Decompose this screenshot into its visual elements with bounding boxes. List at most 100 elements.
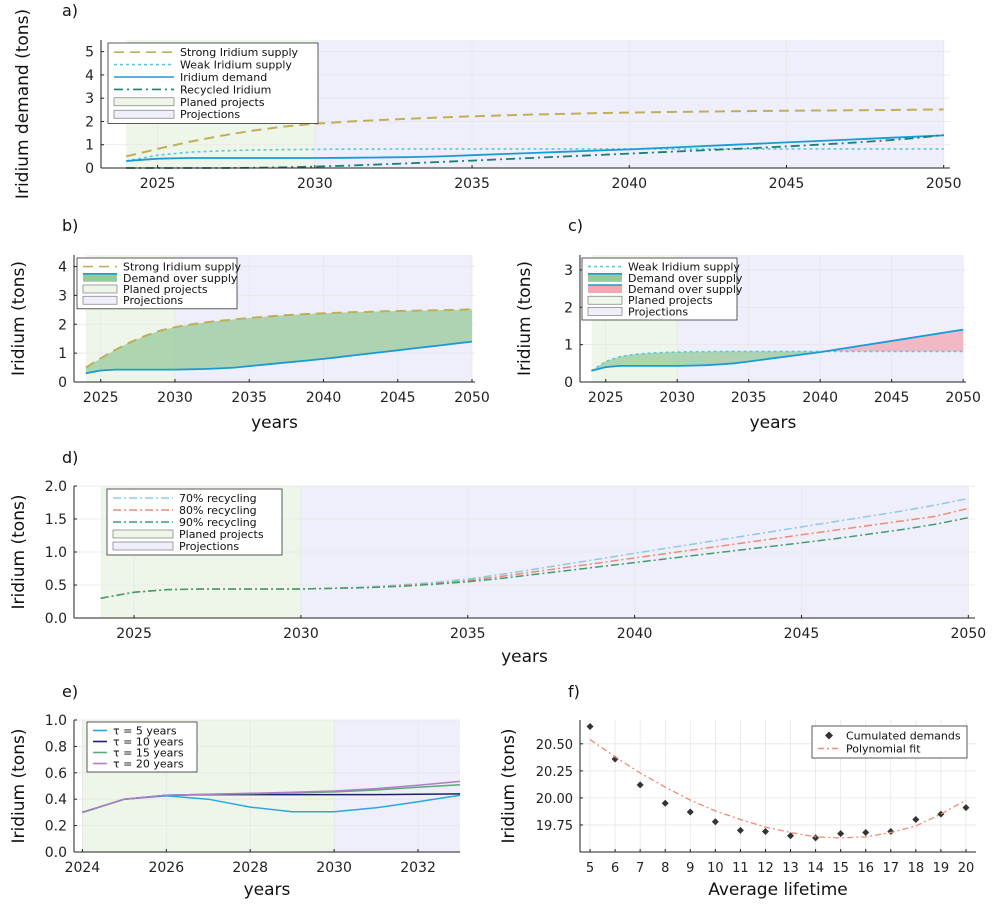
y-tick-label: 1.5 [45,512,67,528]
marker-cumulated-demands [912,816,920,824]
panel-f: 5 6 7 8 9 10 11 12 13 14 15 16 17 18 19 20 19.75 20.00 20.… [499,682,976,900]
marker-cumulated-demands [812,834,820,842]
panel-label: e) [62,682,78,701]
legend-label: τ = 10 years [113,736,184,749]
y-tick-label: 20.25 [536,765,573,780]
legend-swatch-fill [83,273,117,282]
x-tick-label: 2035 [731,390,767,406]
legend-swatch-box [82,295,118,305]
legend-swatch-fill [588,273,622,282]
legend-label: Demand over supply [123,272,238,285]
x-tick-label: 11 [732,861,749,876]
x-tick-label: 2035 [450,626,486,642]
legend-label: Strong Iridium supply [180,46,299,59]
y-axis-label: Iridium (tons) [9,261,29,376]
x-tick-label: 2030 [157,390,193,406]
y-tick-label: 3 [58,288,67,304]
y-tick-label: 1.0 [45,713,67,729]
legend-label: τ = 15 years [113,747,184,760]
marker-cumulated-demands [937,810,945,818]
legend-box [811,725,968,759]
y-tick-label: 0 [564,375,573,391]
x-tick-label: 2030 [283,626,319,642]
panel-a: 2025 2030 2035 2040 2045 2050 0 1 2 3 4 5 a) Iridium … [13,1,962,199]
marker-cumulated-demands [837,830,845,838]
x-tick-label: 15 [832,861,849,876]
x-tick-label: 2040 [617,626,653,642]
series-line-iridium-demand [85,340,473,375]
y-axis-label: Iridium (tons) [9,495,29,610]
legend-label: Projections [123,294,183,307]
legend-swatch-marker [825,731,833,740]
y-axis-label: Iridium (tons) [499,729,519,844]
panel-label: a) [62,1,78,20]
legend-swatch-fill [588,285,622,293]
x-tick-label: 2025 [116,626,152,642]
legend-label: Projections [180,108,240,121]
marker-cumulated-demands [862,829,870,837]
marker-cumulated-demands [636,781,644,789]
x-tick-label: 5 [586,861,594,876]
y-axis-label: Iridium (tons) [9,729,29,844]
x-tick-label: 2030 [316,860,352,876]
x-tick-label: 10 [707,861,724,876]
legend-label: 80% recycling [179,504,257,517]
x-tick-label: 2025 [83,390,119,406]
y-tick-label: 2 [564,300,573,316]
x-tick-label: 2040 [802,390,838,406]
x-tick-label: 2050 [945,390,981,406]
panel-b: 2025 2030 2035 2040 2045 2050 0 1 2 3 4 b) Iridium (… [9,216,490,433]
y-tick-label: 1 [58,346,67,362]
legend-swatch-box [112,541,174,551]
y-tick-label: 20.50 [536,738,573,753]
x-tick-label: 18 [908,861,925,876]
marker-cumulated-demands [711,818,719,826]
panel-e: 2024 2026 2028 2030 2032 0.0 0.2 0.4 0.6 0.8 1.0 e)… [9,682,461,900]
x-tick-label: 2045 [874,390,910,406]
legend-label: Demand over supply [628,283,743,296]
legend-label: 90% recycling [179,516,257,529]
marker-cumulated-demands [661,799,669,807]
y-tick-label: 1 [85,138,94,154]
legend-swatch-box [82,284,118,294]
panel-label: b) [62,216,78,235]
x-axis-label: years [750,413,797,433]
legend-label: Planed projects [179,528,264,541]
x-tick-label: 9 [686,861,694,876]
y-tick-label: 0.4 [45,792,67,808]
series-line-weak-iridium-supply [126,148,944,162]
legend-swatch-box [112,529,174,539]
legend-label: Weak Iridium supply [180,59,292,72]
x-tick-label: 2035 [454,176,490,192]
series-line-90-recycling [100,516,969,599]
legend-label: Polynomial fit [846,743,921,756]
x-tick-label: 20 [958,861,975,876]
x-tick-label: 2026 [148,860,184,876]
marker-cumulated-demands [787,832,795,840]
series-line-polynomial-fit [589,738,967,839]
x-tick-label: 2045 [380,390,416,406]
x-tick-label: 2025 [140,176,176,192]
x-tick-label: 2050 [926,176,962,192]
legend-swatch-box [587,295,623,305]
legend-label: Planed projects [628,294,713,307]
x-tick-label: 14 [807,861,824,876]
y-tick-label: 2 [58,317,67,333]
y-tick-label: 0 [58,375,67,391]
x-axis-label: years [251,413,298,433]
x-tick-label: 2045 [769,176,805,192]
legend-label: Projections [628,305,688,318]
y-tick-label: 0.0 [45,611,67,627]
y-tick-label: 20.00 [536,792,573,807]
x-tick-label: 2040 [306,390,342,406]
series-line-iridium-demand [591,328,964,372]
series-line-iridium-demand [126,134,944,162]
y-tick-label: 3 [85,91,94,107]
y-tick-label: 0.2 [45,819,67,835]
x-tick-label: 6 [611,861,619,876]
x-tick-label: 16 [857,861,874,876]
series-line-20-years [82,780,461,814]
y-tick-label: 1 [564,338,573,354]
